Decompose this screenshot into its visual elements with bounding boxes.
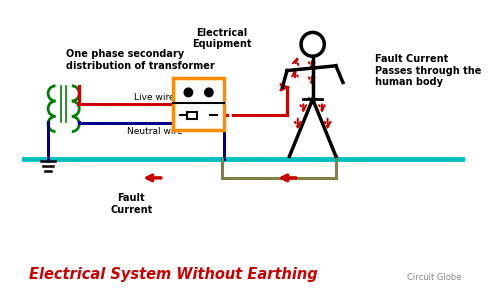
Bar [173,78,224,130]
Circle shape [184,88,192,97]
Text: Electrical
Equipment: Electrical Equipment [192,28,252,49]
Text: Live wire: Live wire [134,92,174,101]
Circle shape [204,88,213,97]
Text: Neutral wire: Neutral wire [126,127,182,136]
Text: Fault Current
Passes through the
human body: Fault Current Passes through the human b… [376,54,482,87]
Bar [187,112,197,119]
Text: One phase secondary
distribution of transformer: One phase secondary distribution of tran… [66,49,214,71]
Text: Circuit Globe: Circuit Globe [407,273,462,282]
Text: Fault
Current: Fault Current [110,193,152,215]
Text: Electrical System Without Earthing: Electrical System Without Earthing [28,267,318,282]
